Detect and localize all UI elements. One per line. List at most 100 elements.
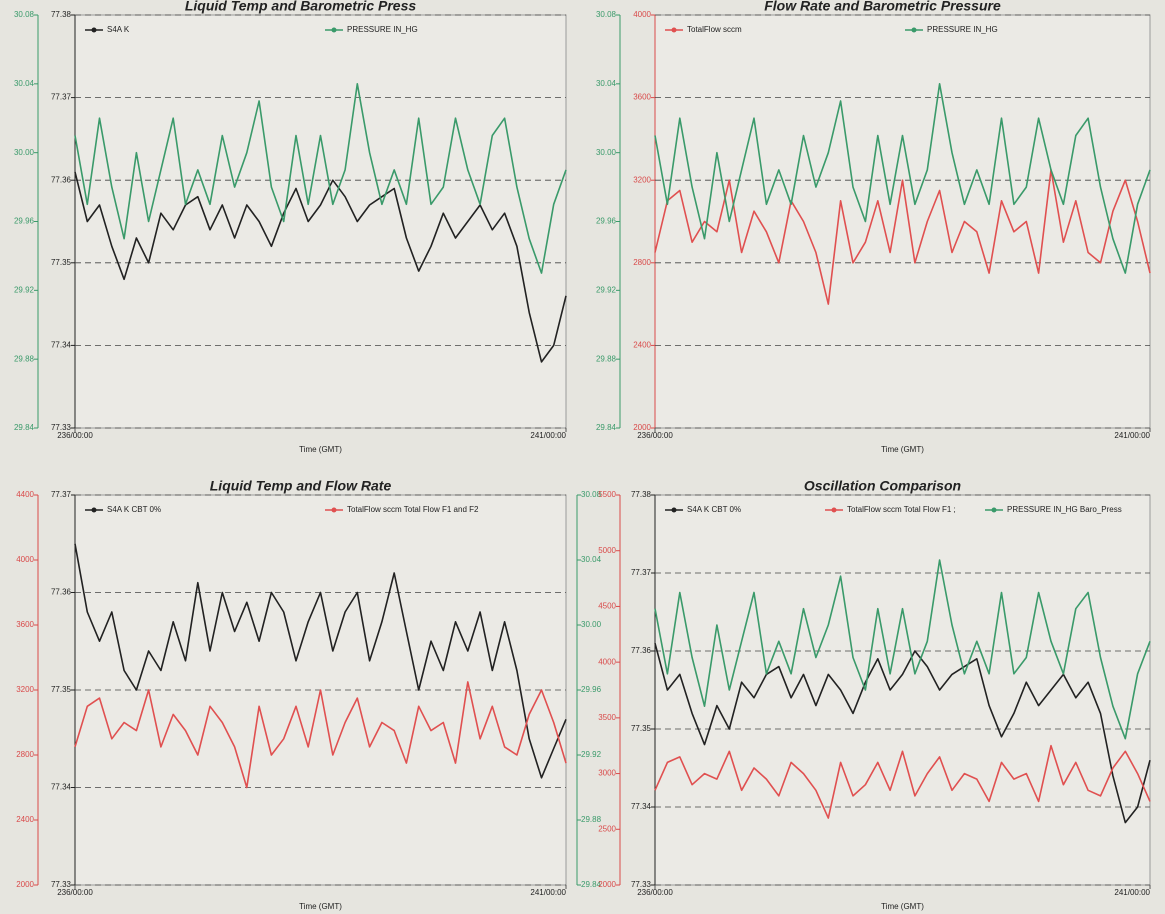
chart-panel: Flow Rate and Barometric Pressure 29.84 29…: [596, 0, 1151, 454]
y-tick-label: 77.35: [51, 685, 72, 694]
y-tick-label: 4000: [598, 657, 616, 666]
data-line: [74, 543, 567, 779]
legend-marker: [991, 507, 997, 513]
x-axis-label: Time (GMT): [881, 902, 924, 911]
y-tick-label: 77.37: [51, 490, 72, 499]
legend-label: TotalFlow sccm Total Flow F1 and F2: [347, 505, 479, 514]
data-line: [74, 83, 567, 274]
legend-label: PRESSURE IN_HG: [347, 25, 418, 34]
data-line: [654, 744, 1151, 819]
y-tick-label: 3200: [633, 175, 651, 184]
y-tick-label: 4000: [633, 10, 651, 19]
y-tick-label: 30.08: [14, 10, 35, 19]
y-tick-label: 77.36: [631, 646, 652, 655]
legend-marker: [671, 507, 677, 513]
y-tick-label: 2800: [16, 750, 34, 759]
y-tick-label: 3000: [598, 769, 616, 778]
y-tick-label: 4400: [16, 490, 34, 499]
legend-label: PRESSURE IN_HG: [927, 25, 998, 34]
x-tick-label: 236/00:00: [57, 431, 93, 440]
y-tick-label: 2500: [598, 824, 616, 833]
y-tick-label: 30.08: [596, 10, 617, 19]
legend-marker: [91, 507, 97, 513]
y-tick-label: 77.35: [51, 258, 72, 267]
y-tick-label: 29.92: [581, 750, 602, 759]
y-tick-label: 2000: [16, 880, 34, 889]
legend-label: S4A K CBT 0%: [687, 505, 741, 514]
data-line: [654, 83, 1151, 274]
x-tick-label: 236/00:00: [637, 888, 673, 897]
y-tick-label: 4000: [16, 555, 34, 564]
y-tick-label: 3600: [633, 93, 651, 102]
y-tick-label: 30.08: [581, 490, 602, 499]
legend-marker: [331, 27, 337, 33]
y-tick-label: 29.96: [581, 685, 602, 694]
y-tick-label: 77.33: [631, 880, 652, 889]
y-tick-label: 4500: [598, 602, 616, 611]
chart-title: Flow Rate and Barometric Pressure: [764, 0, 1001, 14]
y-tick-label: 77.36: [51, 588, 72, 597]
legend-label: TotalFlow sccm Total Flow F1 ;: [847, 505, 956, 514]
x-tick-label: 241/00:00: [530, 888, 566, 897]
y-tick-label: 77.33: [51, 423, 72, 432]
x-tick-label: 241/00:00: [1114, 888, 1150, 897]
legend-marker: [331, 507, 337, 513]
y-tick-label: 77.34: [51, 341, 72, 350]
data-line: [74, 681, 567, 789]
y-tick-label: 29.88: [581, 815, 602, 824]
y-tick-label: 29.92: [14, 285, 35, 294]
y-tick-label: 30.04: [596, 79, 617, 88]
chart-panel: Oscillation Comparison 2000 2500 3000 3500 40…: [598, 478, 1151, 911]
chart-title: Liquid Temp and Barometric Press: [185, 0, 417, 14]
y-tick-label: 3600: [16, 620, 34, 629]
data-line: [74, 171, 567, 363]
data-line: [654, 169, 1151, 305]
y-tick-label: 77.37: [631, 568, 652, 577]
y-tick-label: 77.35: [631, 724, 652, 733]
y-tick-label: 3500: [598, 713, 616, 722]
legend-marker: [671, 27, 677, 33]
y-tick-label: 77.37: [51, 93, 72, 102]
x-tick-label: 241/00:00: [1114, 431, 1150, 440]
plot-area: [654, 494, 1151, 886]
y-tick-label: 30.00: [596, 148, 617, 157]
data-line: [654, 642, 1151, 824]
legend-label: TotalFlow sccm: [687, 25, 742, 34]
y-tick-label: 2400: [633, 341, 651, 350]
y-tick-label: 30.00: [14, 148, 35, 157]
y-tick-label: 2400: [16, 815, 34, 824]
x-tick-label: 241/00:00: [530, 431, 566, 440]
y-tick-label: 77.34: [631, 802, 652, 811]
y-tick-label: 2000: [598, 880, 616, 889]
y-tick-label: 30.04: [581, 555, 602, 564]
y-tick-label: 2800: [633, 258, 651, 267]
y-tick-label: 29.96: [596, 217, 617, 226]
y-tick-label: 30.00: [581, 620, 602, 629]
x-axis-label: Time (GMT): [299, 445, 342, 454]
legend-marker: [831, 507, 837, 513]
y-tick-label: 3200: [16, 685, 34, 694]
y-tick-label: 77.36: [51, 175, 72, 184]
y-tick-label: 2000: [633, 423, 651, 432]
legend-label: PRESSURE IN_HG Baro_Press: [1007, 505, 1122, 514]
y-tick-label: 29.88: [596, 354, 617, 363]
plot-area: [74, 14, 567, 429]
legend-label: S4A K: [107, 25, 130, 34]
chart-panel: Liquid Temp and Flow Rate 2000 2400 2800 320…: [16, 478, 601, 911]
y-tick-label: 29.84: [596, 423, 617, 432]
legend-marker: [91, 27, 97, 33]
y-tick-label: 77.33: [51, 880, 72, 889]
chart-panel: Liquid Temp and Barometric Press 29.84 29.…: [14, 0, 567, 454]
y-tick-label: 29.84: [14, 423, 35, 432]
x-axis-label: Time (GMT): [299, 902, 342, 911]
y-tick-label: 29.84: [581, 880, 602, 889]
x-tick-label: 236/00:00: [57, 888, 93, 897]
y-tick-label: 5000: [598, 546, 616, 555]
y-tick-label: 29.92: [596, 285, 617, 294]
legend-label: S4A K CBT 0%: [107, 505, 161, 514]
x-tick-label: 236/00:00: [637, 431, 673, 440]
y-tick-label: 29.88: [14, 354, 35, 363]
y-tick-label: 29.96: [14, 217, 35, 226]
y-tick-label: 77.34: [51, 783, 72, 792]
